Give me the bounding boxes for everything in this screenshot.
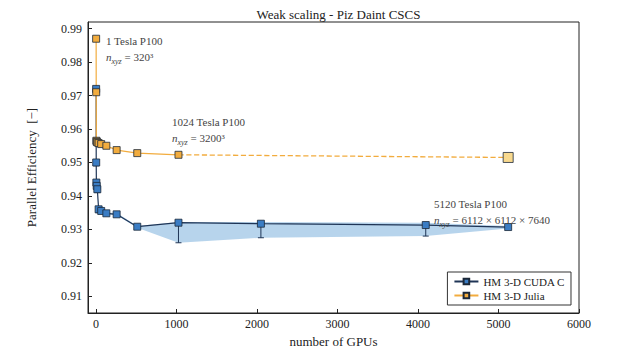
html-text:nxyz: nxyz [106,51,122,66]
svg-text:0.93: 0.93 [61,222,82,236]
html-text:nxyz: nxyz [172,132,188,147]
svg-text:6000: 6000 [567,317,591,331]
svg-text:2000: 2000 [245,317,269,331]
svg-text:0.97: 0.97 [61,89,82,103]
svg-text:0.91: 0.91 [61,289,82,303]
svg-text:= 320³: = 320³ [122,51,154,63]
svg-text:0.95: 0.95 [61,155,82,169]
svg-text:= 3200³: = 3200³ [188,132,226,144]
svg-text:HM 3-D CUDA C: HM 3-D CUDA C [483,276,564,288]
svg-text:5120 Tesla P100: 5120 Tesla P100 [434,198,507,210]
svg-text:Weak scaling - Piz Daint CSCS: Weak scaling - Piz Daint CSCS [257,7,421,22]
svg-text:number of GPUs: number of GPUs [289,334,377,349]
svg-text:1000: 1000 [165,317,189,331]
svg-text:4000: 4000 [406,317,430,331]
html-text:nxyz: nxyz [434,214,450,229]
svg-text:HM 3-D Julia: HM 3-D Julia [483,290,544,302]
svg-text:= 6112 × 6112 × 7640: = 6112 × 6112 × 7640 [450,214,551,226]
svg-text:1024 Tesla P100: 1024 Tesla P100 [172,116,245,128]
svg-text:0.98: 0.98 [61,55,82,69]
svg-text:0.92: 0.92 [61,256,82,270]
svg-text:3000: 3000 [326,317,350,331]
svg-text:5000: 5000 [487,317,511,331]
svg-text:0.96: 0.96 [61,122,82,136]
svg-text:Parallel Efficiency [−]: Parallel Efficiency [−] [24,108,39,227]
svg-text:0.94: 0.94 [61,189,82,203]
svg-text:1 Tesla P100: 1 Tesla P100 [106,35,163,47]
svg-text:0: 0 [93,317,99,331]
svg-text:0.99: 0.99 [61,22,82,36]
